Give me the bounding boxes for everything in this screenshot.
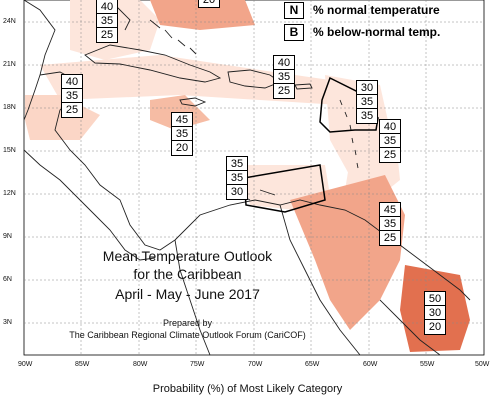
prob-value: 40: [96, 0, 118, 15]
prob-value: 35: [356, 108, 378, 124]
prob-value: 25: [96, 27, 118, 43]
lon-label: 85W: [75, 361, 90, 368]
prob-value: 30: [226, 184, 248, 200]
lat-label: 6N: [3, 276, 12, 283]
legend-key: N: [284, 2, 304, 19]
lat-label: 15N: [3, 147, 16, 154]
map-subtitle: for the Caribbean: [133, 266, 242, 282]
legend-label: % below-normal temp.: [313, 25, 441, 39]
lon-label: 90W: [18, 361, 33, 368]
lon-label: 80W: [133, 361, 148, 368]
map-period: April - May - June 2017: [115, 286, 260, 302]
prob-value: 45: [171, 112, 193, 128]
graticule: [24, 0, 484, 355]
prob-value: 35: [171, 126, 193, 142]
legend-label: % normal temperature: [313, 3, 440, 17]
prob-value: 35: [96, 13, 118, 29]
lon-label: 60W: [363, 361, 378, 368]
prob-value: 25: [379, 147, 401, 163]
legend-key: B: [284, 24, 304, 41]
prob-value: 25: [273, 83, 295, 99]
lon-label: 65W: [305, 361, 320, 368]
lat-label: 21N: [3, 61, 16, 68]
prob-value: 20: [198, 0, 220, 8]
lat-label: 9N: [3, 233, 12, 240]
coastlines: [23, 0, 471, 356]
abc-outline: [243, 164, 326, 213]
lat-label: 24N: [3, 18, 16, 25]
prob-value: 30: [356, 80, 378, 96]
zone-south-america: [290, 175, 405, 330]
prepared-org: The Caribbean Regional Climate Outlook F…: [69, 330, 306, 340]
lon-label: 70W: [248, 361, 263, 368]
footer-caption: Probability (%) of Most Likely Category: [152, 383, 343, 395]
lat-label: 18N: [3, 104, 16, 111]
prob-value: 35: [226, 156, 248, 172]
prob-value: 25: [61, 102, 83, 118]
lon-label: 55W: [420, 361, 435, 368]
map-title: Mean Temperature Outlook: [102, 248, 273, 264]
prob-value: 35: [61, 88, 83, 104]
lat-label: 3N: [3, 319, 12, 326]
lon-label: 75W: [190, 361, 205, 368]
prob-value: 40: [379, 119, 401, 135]
prob-value: 35: [379, 216, 401, 232]
prob-value: 20: [171, 140, 193, 156]
zone-north-atlantic: [150, 0, 255, 30]
lon-label: 50W: [475, 361, 490, 368]
prob-value: 25: [379, 230, 401, 246]
prob-value: 20: [424, 319, 446, 335]
lat-label: 12N: [3, 190, 16, 197]
prepared-by: Prepared by: [162, 318, 213, 328]
